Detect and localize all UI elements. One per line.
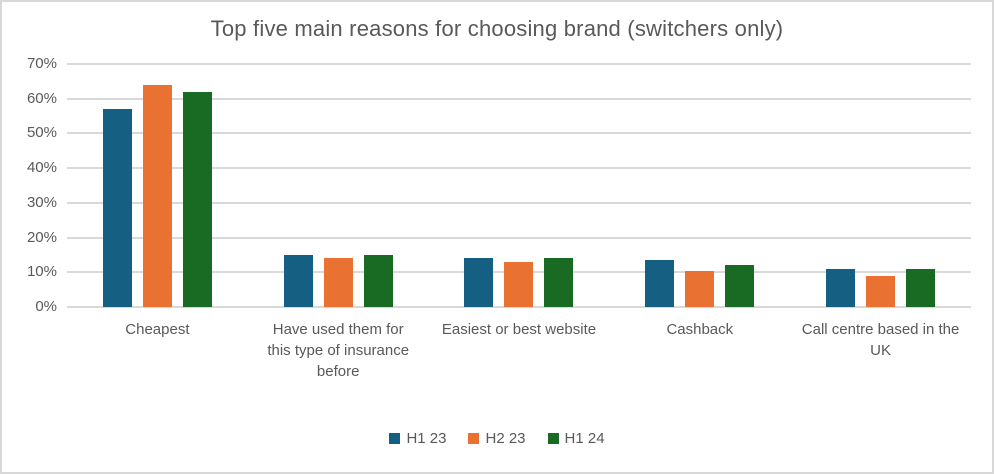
gridline (67, 98, 971, 100)
bar-h1-23 (464, 258, 494, 307)
bar-h2-23 (323, 258, 353, 307)
bar-group (790, 64, 971, 307)
bar-group (248, 64, 429, 307)
bar-h1-23 (645, 260, 675, 307)
y-axis-label: 40% (26, 159, 57, 176)
y-axis-label: 70% (26, 55, 57, 72)
bar-h1-24 (363, 254, 393, 307)
legend-swatch-icon (468, 433, 480, 444)
legend-label: H1 24 (564, 430, 605, 447)
bar-h1-24 (906, 268, 936, 307)
y-axis-label: 0% (35, 298, 57, 315)
bars-layer (67, 64, 971, 307)
y-axis-label: 50% (26, 124, 57, 141)
y-axis: 0% 10% 20% 30% 40% 50% 60% 70% (2, 55, 57, 315)
x-axis-label-text: Cheapest (125, 321, 190, 338)
x-axis-label: Easiest or best website (429, 319, 610, 382)
legend-label: H2 23 (485, 430, 526, 447)
bar-h2-23 (685, 270, 715, 307)
bar-group (609, 64, 790, 307)
x-axis-label: Cheapest (67, 319, 248, 382)
legend-item: H2 23 (468, 430, 526, 447)
y-axis-label: 20% (26, 229, 57, 246)
x-axis-label-text: Have used them for this type of insuranc… (267, 321, 410, 380)
x-axis-label-text: Easiest or best website (441, 321, 597, 338)
bar-group (429, 64, 610, 307)
y-axis-label: 60% (26, 90, 57, 107)
bar-h1-23 (826, 268, 856, 307)
x-axis-label-text: Call centre based in the UK (801, 321, 960, 359)
gridline (67, 237, 971, 239)
gridline (67, 132, 971, 134)
gridline (67, 202, 971, 204)
legend-item: H1 24 (547, 430, 605, 447)
x-axis: Cheapest Have used them for this type of … (67, 319, 971, 382)
legend-label: H1 23 (406, 430, 447, 447)
bar-h1-23 (283, 254, 313, 307)
x-axis-label: Cashback (609, 319, 790, 382)
gridline (67, 63, 971, 65)
x-axis-label: Have used them for this type of insuranc… (248, 319, 429, 382)
gridline (67, 167, 971, 169)
legend-swatch-icon (547, 433, 559, 444)
bar-h2-23 (142, 84, 172, 307)
gridline (67, 306, 971, 308)
bar-h2-23 (504, 261, 534, 307)
plot-area (67, 63, 971, 308)
legend: H1 23 H2 23 H1 24 (2, 430, 992, 447)
legend-swatch-icon (389, 433, 401, 444)
y-axis-label: 10% (26, 263, 57, 280)
y-axis-label: 30% (26, 194, 57, 211)
bar-group (67, 64, 248, 307)
bar-h1-24 (725, 265, 755, 307)
bar-h1-23 (102, 109, 132, 307)
x-axis-label-text: Cashback (666, 321, 734, 338)
chart-title: Top five main reasons for choosing brand… (210, 16, 784, 41)
legend-item: H1 23 (389, 430, 446, 447)
bar-h1-24 (544, 258, 574, 307)
x-axis-label: Call centre based in the UK (790, 319, 971, 382)
bar-h2-23 (866, 275, 896, 307)
bar-h1-24 (182, 91, 212, 307)
